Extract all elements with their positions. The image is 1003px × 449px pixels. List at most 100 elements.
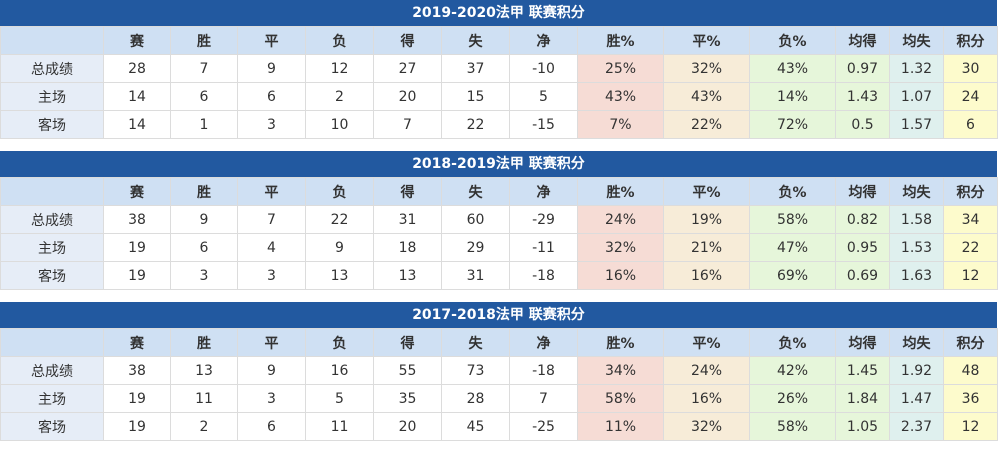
table-cell: 1.07	[889, 82, 944, 111]
table-cell: 22	[441, 110, 510, 139]
table-cell: 1.63	[889, 261, 944, 290]
standings-table-2: 2017-2018法甲 联赛积分赛胜平负得失净胜% 平% 负% 均得 均失 积分 总成绩 38…	[0, 302, 998, 441]
table-cell: 21%	[663, 233, 750, 262]
column-header: 胜%	[577, 328, 664, 357]
row-label: 主场	[0, 82, 104, 111]
table-cell: 0.5	[835, 110, 890, 139]
table-cell: 6	[237, 82, 306, 111]
table-cell: 3	[237, 384, 306, 413]
table-cell: 42%	[749, 356, 836, 385]
column-header: 平	[237, 328, 306, 357]
table-cell: 10	[305, 110, 374, 139]
table-cell: 19%	[663, 205, 750, 234]
table-cell: 9	[237, 356, 306, 385]
table-cell: 32%	[577, 233, 664, 262]
table-cell: 7	[509, 384, 578, 413]
row-label: 主场	[0, 384, 104, 413]
table-row: 主场 19 11 3 5 35 28 7 58% 16% 26% 1.84 1.47 36	[0, 384, 998, 413]
table-cell: 6	[943, 110, 998, 139]
column-header: 负%	[749, 26, 836, 55]
table-cell: 3	[237, 110, 306, 139]
table-cell: 28	[441, 384, 510, 413]
table-cell: 60	[441, 205, 510, 234]
table-cell: 47%	[749, 233, 836, 262]
table-cell: 43%	[663, 82, 750, 111]
column-header	[0, 177, 104, 206]
table-cell: 43%	[749, 54, 836, 83]
table-cell: 6	[237, 412, 306, 441]
table-cell: 72%	[749, 110, 836, 139]
table-cell: 2	[170, 412, 238, 441]
table-cell: 13	[305, 261, 374, 290]
table-cell: 19	[103, 412, 171, 441]
table-cell: 9	[305, 233, 374, 262]
table-row: 主场 14 6 6 2 20 15 5 43% 43% 14% 1.43 1.07 24	[0, 82, 998, 111]
table-cell: 1.53	[889, 233, 944, 262]
table-cell: 34	[943, 205, 998, 234]
column-header: 赛	[103, 328, 171, 357]
table-cell: 32%	[663, 54, 750, 83]
column-header: 失	[441, 328, 510, 357]
row-label: 主场	[0, 233, 104, 262]
table-cell: 7	[170, 54, 238, 83]
table-cell: 58%	[749, 205, 836, 234]
table-cell: 2.37	[889, 412, 944, 441]
table-cell: 29	[441, 233, 510, 262]
table-cell: 48	[943, 356, 998, 385]
table-cell: 1	[170, 110, 238, 139]
table-cell: 38	[103, 205, 171, 234]
table-cell: 9	[170, 205, 238, 234]
table-cell: 32%	[663, 412, 750, 441]
table-cell: 20	[373, 412, 442, 441]
table-cell: -25	[509, 412, 578, 441]
table-row: 总成绩 38 9 7 22 31 60 -29 24% 19% 58% 0.82 1.58 34	[0, 205, 998, 234]
table-cell: 7	[373, 110, 442, 139]
header-row: 赛胜平负得失净胜% 平% 负% 均得 均失 积分	[0, 26, 998, 55]
table-cell: 16%	[577, 261, 664, 290]
column-header: 净	[509, 328, 578, 357]
column-header: 均失	[889, 26, 944, 55]
column-header: 胜	[170, 328, 238, 357]
header-row: 赛胜平负得失净胜% 平% 负% 均得 均失 积分	[0, 177, 998, 206]
table-cell: 11	[305, 412, 374, 441]
column-header: 负%	[749, 177, 836, 206]
table-row: 主场 19 6 4 9 18 29 -11 32% 21% 47% 0.95 1.53 22	[0, 233, 998, 262]
table-cell: 5	[305, 384, 374, 413]
table-row: 客场 19 2 6 11 20 45 -25 11% 32% 58% 1.05 2.37 12	[0, 412, 998, 441]
table-row: 客场 19 3 3 13 13 31 -18 16% 16% 69% 0.69 1.63 12	[0, 261, 998, 290]
table-cell: 22%	[663, 110, 750, 139]
table-cell: 43%	[577, 82, 664, 111]
table-cell: 7	[237, 205, 306, 234]
table-cell: 19	[103, 261, 171, 290]
column-header: 得	[373, 328, 442, 357]
row-label: 总成绩	[0, 54, 104, 83]
column-header: 均得	[835, 26, 890, 55]
column-header: 胜	[170, 26, 238, 55]
table-cell: 3	[170, 261, 238, 290]
table-cell: 1.05	[835, 412, 890, 441]
table-cell: 20	[373, 82, 442, 111]
table-cell: 1.32	[889, 54, 944, 83]
column-header: 均失	[889, 177, 944, 206]
table-cell: 19	[103, 233, 171, 262]
column-header: 平	[237, 26, 306, 55]
table-cell: 14%	[749, 82, 836, 111]
table-cell: 12	[305, 54, 374, 83]
column-header: 赛	[103, 177, 171, 206]
table-cell: 11	[170, 384, 238, 413]
table-cell: 34%	[577, 356, 664, 385]
column-header: 平%	[663, 177, 750, 206]
table-cell: 16%	[663, 384, 750, 413]
table-cell: -29	[509, 205, 578, 234]
table-cell: 35	[373, 384, 442, 413]
table-cell: 37	[441, 54, 510, 83]
table-cell: 55	[373, 356, 442, 385]
table-cell: 16%	[663, 261, 750, 290]
table-cell: 12	[943, 412, 998, 441]
column-header: 得	[373, 177, 442, 206]
column-header: 净	[509, 26, 578, 55]
table-cell: 1.43	[835, 82, 890, 111]
column-header	[0, 26, 104, 55]
column-header: 平%	[663, 328, 750, 357]
row-label: 总成绩	[0, 356, 104, 385]
